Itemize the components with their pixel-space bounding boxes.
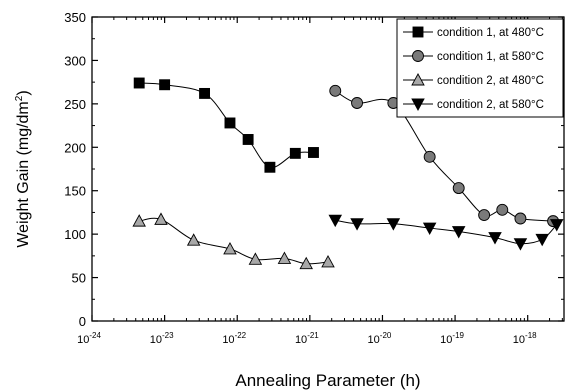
- legend-label-2: condition 1, at 580°C: [437, 51, 544, 63]
- x-tick-label: 10-18: [513, 331, 537, 346]
- data-point-series-4: [451, 226, 466, 239]
- data-point-series-3: [223, 241, 237, 255]
- data-point-series-1: [264, 161, 276, 173]
- data-point-series-3: [277, 251, 292, 264]
- legend-label-1: condition 1, at 480°C: [437, 27, 544, 39]
- data-point-series-3: [132, 214, 146, 227]
- series-markers: [132, 77, 564, 270]
- data-point-series-1: [133, 77, 145, 89]
- x-axis-title: Annealing Parameter (h): [235, 371, 420, 390]
- data-point-series-1: [159, 79, 171, 91]
- x-tick-label: 10-19: [440, 331, 464, 346]
- data-point-series-3: [186, 233, 201, 246]
- x-tick-label: 10-22: [222, 331, 246, 346]
- data-point-series-2: [329, 84, 342, 97]
- data-point-series-1: [242, 134, 254, 145]
- data-point-series-4: [422, 222, 437, 236]
- legend: condition 1, at 480°C condition 1, at 580…: [396, 18, 564, 118]
- y-axis-title: Weight Gain (mg/dm2): [14, 90, 32, 247]
- data-point-series-4: [513, 238, 528, 251]
- legend-marker-1: [412, 26, 424, 38]
- legend-label-3: condition 2, at 480°C: [437, 75, 544, 87]
- y-tick-label: 200: [64, 140, 86, 155]
- y-tick-label: 0: [79, 314, 86, 329]
- y-tick-label: 250: [64, 97, 86, 112]
- x-tick-label: 10-20: [368, 331, 392, 346]
- data-point-series-4: [488, 232, 502, 245]
- data-point-series-1: [308, 147, 319, 158]
- data-point-series-2: [496, 203, 509, 216]
- data-point-series-2: [514, 212, 527, 225]
- y-tick-label: 150: [64, 184, 86, 199]
- data-point-series-4: [328, 214, 343, 228]
- data-point-series-4: [549, 219, 564, 232]
- axis-ticks: 0 50 100 150 200 250 300 350 10-24 10-23 10-22 10-2…: [64, 10, 564, 346]
- legend-marker-2: [412, 50, 424, 62]
- data-point-series-1: [199, 87, 211, 99]
- data-point-series-3: [154, 212, 168, 225]
- data-point-series-1: [289, 147, 301, 159]
- y-tick-label: 350: [64, 10, 86, 25]
- data-point-series-4: [535, 233, 549, 247]
- series-line-3: [139, 217, 329, 265]
- data-point-series-3: [299, 256, 313, 270]
- data-point-series-2: [478, 209, 491, 221]
- legend-marker-4: [411, 98, 425, 111]
- legend-label-4: condition 2, at 580°C: [437, 99, 544, 111]
- data-point-series-2: [452, 182, 465, 195]
- y-tick-label: 300: [64, 53, 86, 68]
- y-tick-label: 50: [72, 271, 86, 286]
- data-point-series-1: [224, 117, 236, 129]
- data-point-series-4: [386, 218, 401, 231]
- data-point-series-2: [423, 150, 436, 163]
- y-tick-label: 100: [64, 227, 86, 242]
- legend-marker-3: [411, 73, 425, 86]
- data-point-series-3: [248, 252, 263, 265]
- x-tick-label: 10-23: [150, 331, 174, 346]
- data-point-series-2: [351, 97, 363, 109]
- data-point-series-3: [321, 254, 335, 268]
- x-tick-label: 10-21: [295, 331, 319, 346]
- legend-box: [396, 18, 564, 118]
- data-point-series-4: [350, 218, 364, 231]
- x-tick-label: 10-24: [77, 331, 101, 346]
